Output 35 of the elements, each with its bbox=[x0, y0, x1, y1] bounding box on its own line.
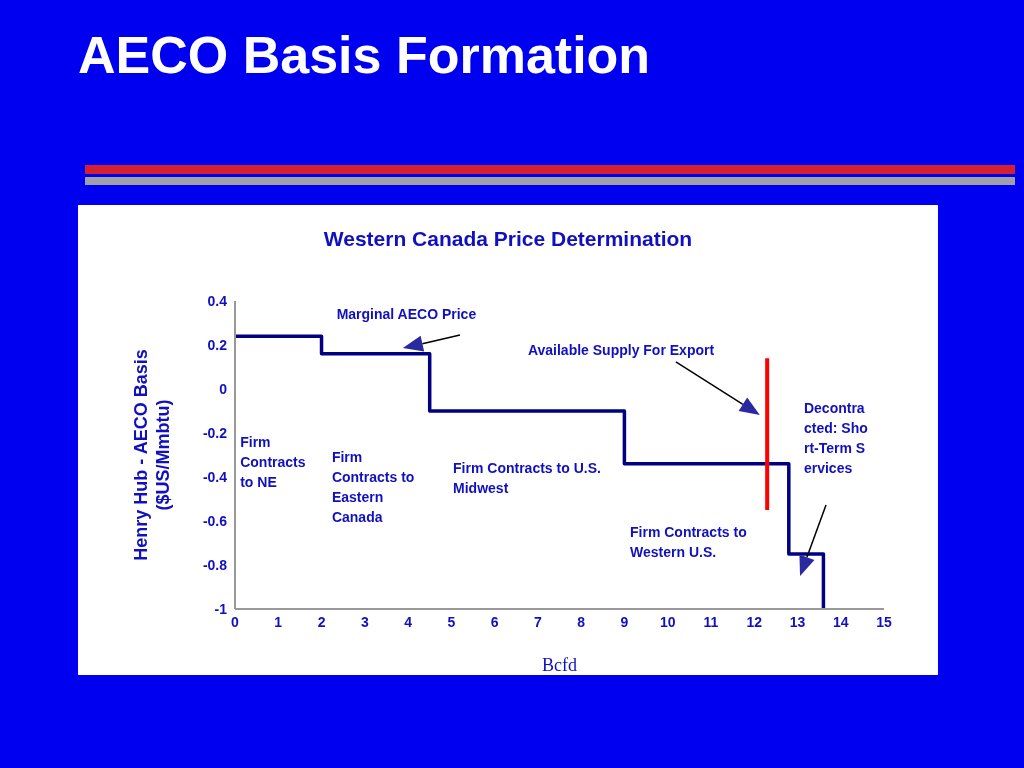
x-tick-label: 6 bbox=[490, 613, 499, 630]
x-tick-label: 11 bbox=[703, 613, 719, 630]
y-axis-title: Henry Hub - AECO Basis ($US/Mmbtu) bbox=[130, 349, 174, 561]
y-tick-label: -0.4 bbox=[202, 468, 228, 485]
y-tick-label: 0.4 bbox=[207, 292, 228, 309]
x-tick-label: 5 bbox=[447, 613, 456, 630]
annotation: Decontracted: Short-Term Services bbox=[803, 398, 868, 478]
y-tick-label: -0.2 bbox=[202, 424, 228, 441]
x-tick-label: 8 bbox=[577, 613, 586, 630]
annotation: Marginal AECO Price bbox=[336, 305, 478, 325]
chart-title: AECO Basis Formation bbox=[78, 25, 651, 86]
x-tick-label: 4 bbox=[404, 613, 413, 630]
y-tick-label: 0 bbox=[219, 380, 228, 397]
annotation: Firm Contracts to Eastern Canada bbox=[331, 448, 416, 528]
y-tick-label: -1 bbox=[214, 600, 228, 617]
annotation: Firm Contracts to Western U.S. bbox=[630, 523, 748, 563]
x-tick-label: 12 bbox=[746, 613, 763, 630]
y-tick-label: -0.8 bbox=[202, 556, 228, 573]
x-tick-label: 3 bbox=[360, 613, 369, 630]
chart-subtitle: Western Canada Price Determination bbox=[322, 227, 694, 251]
annotation: Firm Contracts to U.S. Midwest bbox=[453, 459, 602, 499]
x-axis-title: Bcfd bbox=[542, 655, 577, 675]
x-tick-label: 14 bbox=[832, 613, 849, 630]
y-tick-label: 0.2 bbox=[207, 336, 228, 353]
x-tick-label: 2 bbox=[317, 613, 326, 630]
annotation: Available Supply For Export bbox=[527, 340, 716, 360]
x-tick-label: 10 bbox=[659, 613, 676, 630]
x-tick-label: 15 bbox=[876, 613, 892, 630]
x-tick-label: 13 bbox=[789, 613, 806, 630]
annotation: Firm Contracts to NE bbox=[240, 432, 307, 492]
x-tick-label: 7 bbox=[533, 613, 542, 630]
x-tick-label: 0 bbox=[231, 613, 240, 630]
x-tick-label: 1 bbox=[274, 613, 283, 630]
y-tick-label: -0.6 bbox=[202, 512, 228, 529]
x-tick-label: 9 bbox=[620, 613, 629, 630]
